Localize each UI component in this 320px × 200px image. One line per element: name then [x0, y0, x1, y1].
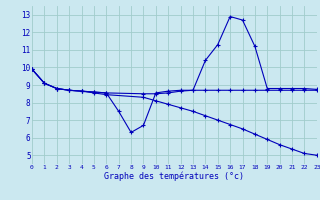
X-axis label: Graphe des températures (°c): Graphe des températures (°c) — [104, 172, 244, 181]
